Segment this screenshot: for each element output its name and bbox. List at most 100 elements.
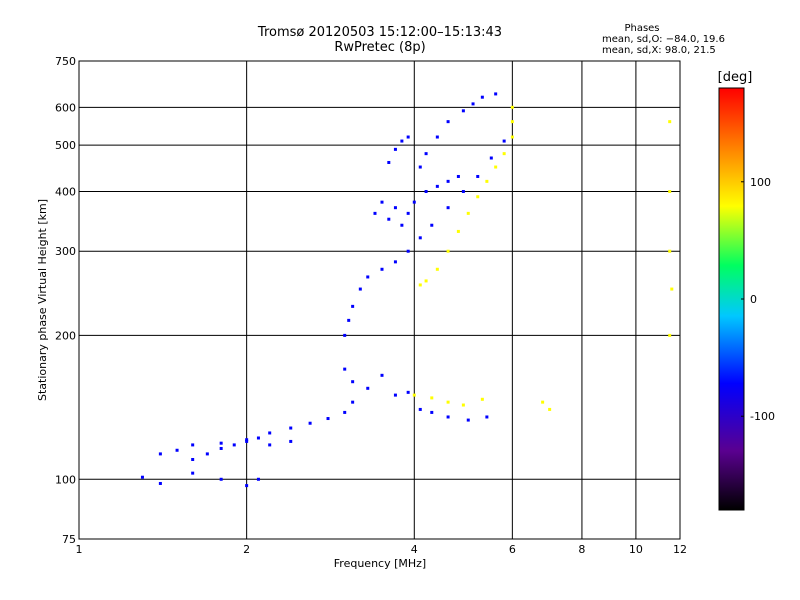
data-point: [418, 236, 422, 240]
data-point: [435, 135, 439, 139]
data-point: [502, 152, 506, 156]
y-tick-label: 750: [55, 55, 76, 68]
phase-stats-x: mean, sd,X: 98.0, 21.5: [602, 45, 716, 56]
data-point: [446, 120, 450, 124]
data-point: [461, 189, 465, 193]
data-point: [347, 318, 351, 322]
colorbar-tick-label: 0: [750, 293, 757, 306]
data-point: [400, 223, 404, 227]
grid-lines: [79, 61, 680, 539]
data-point: [435, 267, 439, 271]
data-point: [158, 481, 162, 485]
colorbar-ticks: 100 0 -100: [741, 176, 775, 423]
data-point: [380, 200, 384, 204]
data-point: [430, 396, 434, 400]
data-point: [219, 441, 223, 445]
data-point: [358, 287, 362, 291]
data-point: [418, 165, 422, 169]
data-point: [510, 105, 514, 109]
data-point: [393, 260, 397, 264]
colorbar-label: [deg]: [718, 70, 753, 85]
data-point: [406, 390, 410, 394]
data-point: [158, 452, 162, 456]
x-tick-label: 6: [509, 543, 516, 556]
data-point: [668, 120, 672, 124]
data-point: [548, 407, 552, 411]
data-point: [191, 471, 195, 475]
data-point: [446, 249, 450, 253]
data-point: [412, 200, 416, 204]
data-point: [245, 439, 249, 443]
data-point: [268, 443, 272, 447]
data-point: [485, 179, 489, 183]
phase-stats-label: Phases: [624, 23, 660, 34]
data-point: [476, 195, 480, 199]
data-point: [366, 275, 370, 279]
phase-stats-o: mean, sd,O: −84.0, 19.6: [602, 34, 725, 45]
data-point: [424, 279, 428, 283]
data-point: [289, 439, 293, 443]
y-axis-ticks: 75 100 200 300 400 500 600 750: [55, 55, 76, 546]
data-point: [480, 397, 484, 401]
data-point: [424, 189, 428, 193]
data-point: [430, 410, 434, 414]
data-point: [476, 174, 480, 178]
data-point: [191, 443, 195, 447]
data-point: [430, 223, 434, 227]
data-point: [446, 206, 450, 210]
chart-subtitle: RwPretec (8p): [334, 40, 426, 55]
data-point: [670, 287, 674, 291]
data-point: [412, 393, 416, 397]
data-point: [461, 403, 465, 407]
data-point: [494, 92, 498, 96]
data-point: [343, 367, 347, 371]
x-axis-ticks: 1 2 4 6 8 10 12: [76, 543, 688, 556]
x-tick-label: 12: [673, 543, 687, 556]
y-axis-label: Stationary phase Virtual Height [km]: [36, 199, 49, 401]
data-point: [393, 206, 397, 210]
x-tick-label: 2: [243, 543, 250, 556]
data-point: [510, 135, 514, 139]
data-point: [289, 426, 293, 430]
y-tick-label: 200: [55, 329, 76, 342]
data-point: [232, 443, 236, 447]
data-point: [308, 421, 312, 425]
y-tick-label: 600: [55, 101, 76, 114]
data-point: [446, 179, 450, 183]
data-point: [494, 165, 498, 169]
data-point: [406, 249, 410, 253]
colorbar-tick-label: 100: [750, 176, 771, 189]
y-tick-label: 75: [62, 533, 76, 546]
data-point: [456, 229, 460, 233]
x-tick-label: 4: [411, 543, 418, 556]
data-point: [380, 267, 384, 271]
data-point: [393, 393, 397, 397]
data-point: [373, 211, 377, 215]
data-point: [466, 418, 470, 422]
data-point: [245, 484, 249, 488]
data-point: [471, 102, 475, 106]
data-point: [446, 400, 450, 404]
data-point: [466, 211, 470, 215]
data-point: [219, 446, 223, 450]
data-point: [668, 333, 672, 337]
y-tick-label: 100: [55, 473, 76, 486]
data-point: [461, 109, 465, 113]
data-point: [343, 333, 347, 337]
x-tick-label: 10: [629, 543, 643, 556]
data-point: [456, 174, 460, 178]
data-point: [387, 160, 391, 164]
data-point: [668, 249, 672, 253]
data-point: [400, 139, 404, 143]
data-point: [326, 417, 330, 421]
data-point: [502, 139, 506, 143]
data-point: [219, 477, 223, 481]
data-point: [140, 475, 144, 479]
y-tick-label: 500: [55, 139, 76, 152]
data-point: [418, 407, 422, 411]
data-point: [343, 410, 347, 414]
data-point: [393, 147, 397, 151]
data-point: [351, 400, 355, 404]
y-tick-label: 300: [55, 245, 76, 258]
colorbar: [718, 87, 745, 511]
